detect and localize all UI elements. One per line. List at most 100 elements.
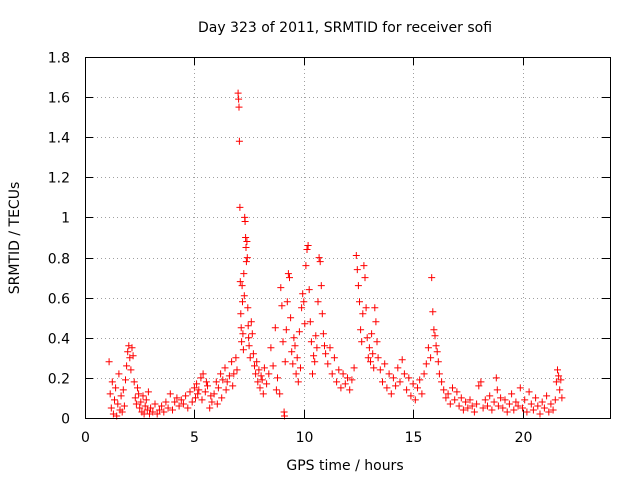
data-point bbox=[218, 394, 226, 402]
data-point bbox=[132, 400, 140, 408]
data-point bbox=[307, 338, 315, 346]
data-point bbox=[271, 324, 279, 332]
data-point bbox=[529, 406, 537, 414]
data-point bbox=[376, 366, 384, 374]
data-point bbox=[321, 342, 328, 350]
data-point bbox=[214, 384, 222, 392]
data-point bbox=[488, 406, 496, 414]
data-point bbox=[204, 382, 211, 390]
data-point bbox=[149, 408, 157, 416]
data-point bbox=[246, 354, 254, 362]
data-point bbox=[228, 358, 236, 366]
data-point bbox=[279, 338, 287, 346]
data-point bbox=[142, 396, 150, 404]
data-point bbox=[326, 344, 334, 352]
data-point bbox=[348, 376, 356, 384]
data-point bbox=[295, 328, 303, 336]
data-point bbox=[123, 362, 131, 370]
data-point bbox=[115, 370, 123, 378]
data-point bbox=[367, 358, 374, 366]
data-point bbox=[303, 246, 311, 253]
data-point bbox=[466, 396, 474, 404]
data-point bbox=[455, 402, 463, 410]
data-point bbox=[552, 378, 560, 386]
data-point bbox=[277, 284, 285, 292]
data-point bbox=[251, 362, 258, 370]
data-point bbox=[186, 388, 194, 396]
data-point bbox=[199, 370, 207, 378]
data-point bbox=[162, 398, 170, 406]
data-point bbox=[383, 384, 391, 392]
data-point bbox=[144, 388, 152, 396]
data-point bbox=[316, 258, 324, 266]
data-point bbox=[151, 400, 159, 408]
data-point bbox=[519, 404, 526, 412]
data-point bbox=[223, 378, 231, 386]
data-point bbox=[387, 390, 395, 398]
data-point bbox=[202, 378, 210, 386]
data-point bbox=[175, 402, 183, 410]
data-point bbox=[313, 344, 321, 352]
y-tick-label: 1.2 bbox=[48, 171, 70, 187]
data-point bbox=[312, 332, 320, 340]
data-point bbox=[212, 378, 220, 386]
data-point bbox=[501, 396, 509, 404]
data-point bbox=[141, 402, 149, 410]
data-point bbox=[137, 398, 145, 406]
data-point bbox=[497, 394, 505, 402]
grid bbox=[85, 57, 610, 418]
data-point bbox=[136, 404, 144, 412]
data-point bbox=[364, 354, 372, 362]
y-tick-label: 1.6 bbox=[48, 91, 70, 107]
axis-ticks bbox=[85, 57, 610, 419]
data-point bbox=[114, 400, 122, 408]
data-point bbox=[306, 318, 314, 326]
data-point bbox=[527, 400, 535, 408]
data-point bbox=[310, 352, 318, 360]
data-point bbox=[105, 358, 113, 366]
data-point bbox=[272, 386, 280, 394]
data-point bbox=[232, 354, 240, 362]
data-point bbox=[249, 350, 257, 358]
data-point bbox=[179, 400, 187, 408]
data-point bbox=[240, 270, 248, 278]
data-point bbox=[237, 310, 245, 318]
data-point bbox=[433, 348, 441, 356]
data-point bbox=[291, 342, 299, 350]
data-point bbox=[182, 392, 190, 400]
data-point bbox=[243, 238, 251, 245]
data-point bbox=[244, 304, 252, 312]
data-point bbox=[314, 298, 322, 306]
data-point bbox=[238, 338, 246, 346]
data-point bbox=[294, 378, 302, 386]
data-point bbox=[213, 400, 221, 408]
data-point bbox=[238, 282, 246, 290]
data-point bbox=[409, 380, 417, 388]
data-point bbox=[290, 334, 298, 342]
data-point bbox=[135, 390, 143, 398]
data-point bbox=[372, 318, 380, 326]
data-point bbox=[239, 330, 247, 338]
data-point bbox=[374, 354, 382, 362]
data-point bbox=[551, 396, 559, 404]
data-point bbox=[416, 376, 424, 384]
data-point bbox=[134, 384, 141, 392]
data-point bbox=[315, 254, 323, 262]
data-point bbox=[286, 274, 293, 282]
data-point bbox=[311, 358, 319, 366]
data-point bbox=[255, 366, 263, 374]
data-point bbox=[444, 390, 452, 398]
data-point bbox=[278, 302, 286, 310]
data-point bbox=[292, 370, 300, 378]
data-point bbox=[470, 408, 478, 416]
y-axis-title: SRMTID / TECUs bbox=[7, 182, 23, 295]
data-point bbox=[222, 386, 230, 394]
data-point bbox=[245, 342, 253, 350]
data-point bbox=[263, 380, 271, 388]
data-point bbox=[305, 286, 313, 294]
data-point bbox=[344, 374, 351, 382]
data-point bbox=[353, 266, 361, 274]
data-point bbox=[554, 366, 561, 374]
data-point bbox=[493, 386, 501, 394]
data-point bbox=[267, 344, 275, 352]
